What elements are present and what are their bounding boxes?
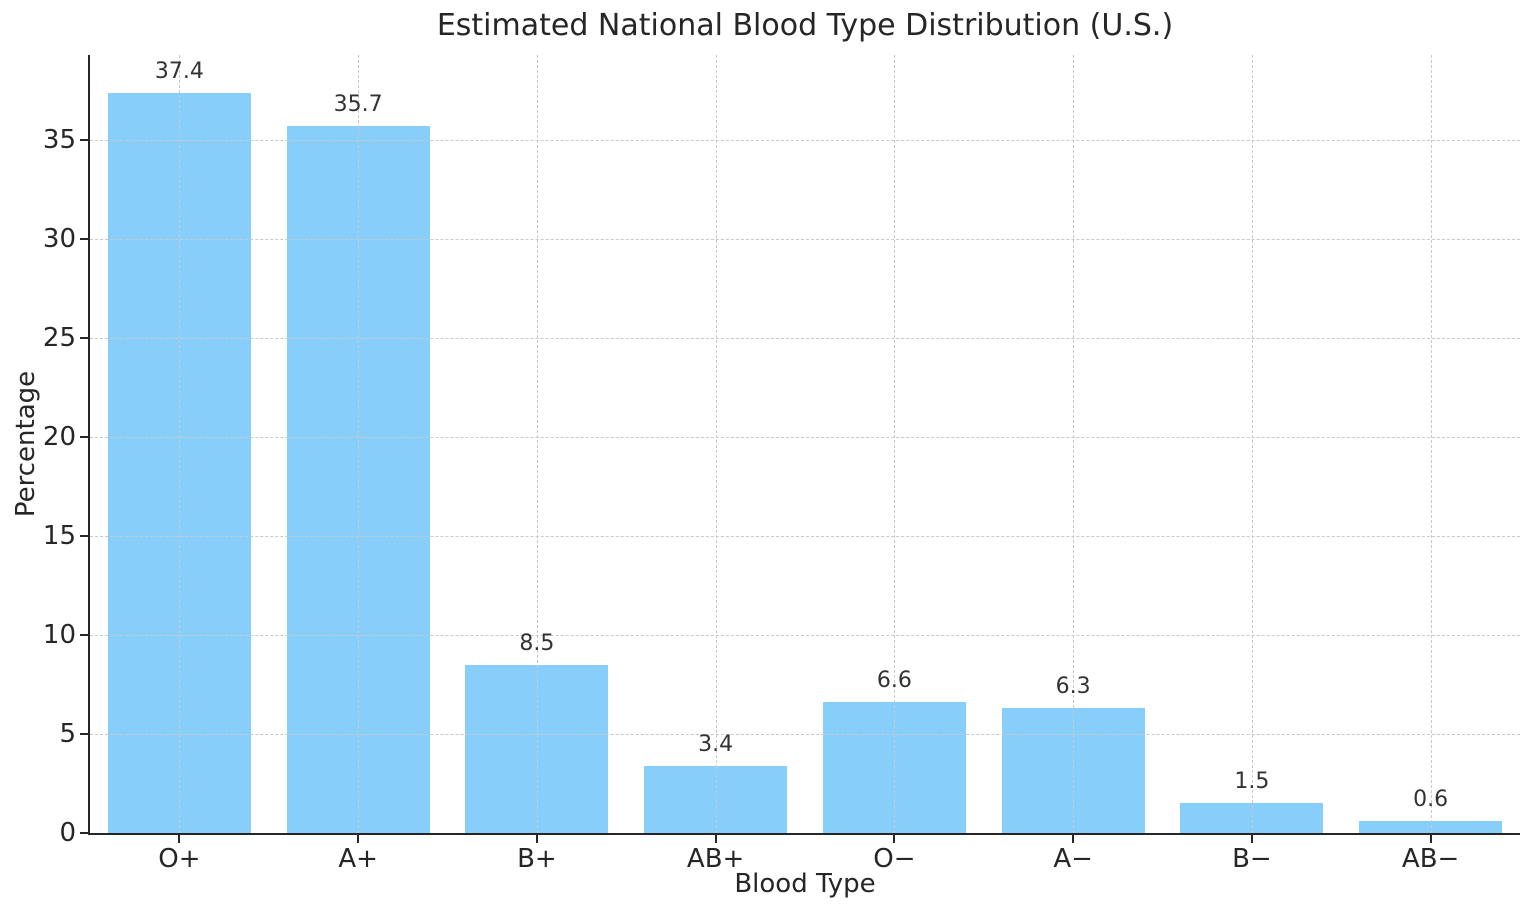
x-tick-mark — [1072, 833, 1075, 843]
x-tick-label: B+ — [517, 844, 557, 874]
x-tick-label: AB+ — [686, 844, 745, 874]
bar-value-label: 8.5 — [519, 630, 555, 656]
plot-area: 37.4 35.7 8.5 3.4 6.6 6.3 1.5 0.6 — [90, 55, 1520, 833]
y-tick-label: 35 — [42, 125, 76, 156]
x-tick-label: A− — [1053, 844, 1093, 874]
bar-value-label: 37.4 — [154, 58, 204, 84]
x-gridline — [536, 55, 538, 833]
x-axis-spine — [88, 833, 1520, 835]
bar-value-label: 6.6 — [876, 668, 912, 694]
x-tick-mark — [714, 833, 717, 843]
y-tick-mark — [80, 337, 90, 340]
y-gridline — [90, 734, 1520, 736]
y-gridline — [90, 635, 1520, 637]
bar-value-label: 1.5 — [1234, 769, 1270, 795]
x-gridline — [1430, 55, 1432, 833]
y-axis-spine — [88, 55, 90, 835]
y-tick-mark — [80, 733, 90, 736]
y-axis-label: Percentage — [11, 370, 41, 518]
bar-value-label: 6.3 — [1055, 674, 1091, 700]
y-tick-mark — [80, 436, 90, 439]
x-tick-mark — [1429, 833, 1432, 843]
bar-value-label: 35.7 — [333, 92, 383, 118]
bar-value-label: 3.4 — [698, 731, 734, 757]
y-gridline — [90, 338, 1520, 340]
x-gridline — [1073, 55, 1075, 833]
y-tick-label: 25 — [42, 323, 76, 354]
x-tick-label: B− — [1232, 844, 1272, 874]
x-gridline — [715, 55, 717, 833]
x-axis-label: Blood Type — [734, 869, 876, 899]
y-tick-mark — [80, 535, 90, 538]
x-tick-mark — [535, 833, 538, 843]
y-tick-label: 5 — [59, 719, 76, 750]
x-tick-label: A+ — [338, 844, 378, 874]
y-tick-label: 20 — [42, 422, 76, 453]
y-tick-label: 30 — [42, 224, 76, 255]
y-tick-label: 10 — [42, 620, 76, 651]
x-tick-mark — [357, 833, 360, 843]
y-tick-mark — [80, 634, 90, 637]
x-tick-mark — [1250, 833, 1253, 843]
chart-title: Estimated National Blood Type Distributi… — [436, 8, 1174, 43]
x-gridline — [894, 55, 896, 833]
y-gridline — [90, 239, 1520, 241]
x-tick-mark — [178, 833, 181, 843]
x-tick-mark — [893, 833, 896, 843]
y-tick-mark — [80, 139, 90, 142]
y-gridline — [90, 536, 1520, 538]
x-tick-label: O− — [873, 844, 916, 874]
y-gridline — [90, 140, 1520, 142]
x-gridline — [358, 55, 360, 833]
x-tick-label: AB− — [1401, 844, 1460, 874]
x-gridline — [1251, 55, 1253, 833]
y-tick-mark — [80, 832, 90, 834]
y-tick-label: 15 — [42, 521, 76, 552]
x-tick-label: O+ — [158, 844, 201, 874]
bar-value-label: 0.6 — [1413, 787, 1449, 813]
y-tick-mark — [80, 238, 90, 241]
y-tick-label: 0 — [59, 818, 76, 848]
y-gridline — [90, 437, 1520, 439]
x-gridline — [179, 55, 181, 833]
